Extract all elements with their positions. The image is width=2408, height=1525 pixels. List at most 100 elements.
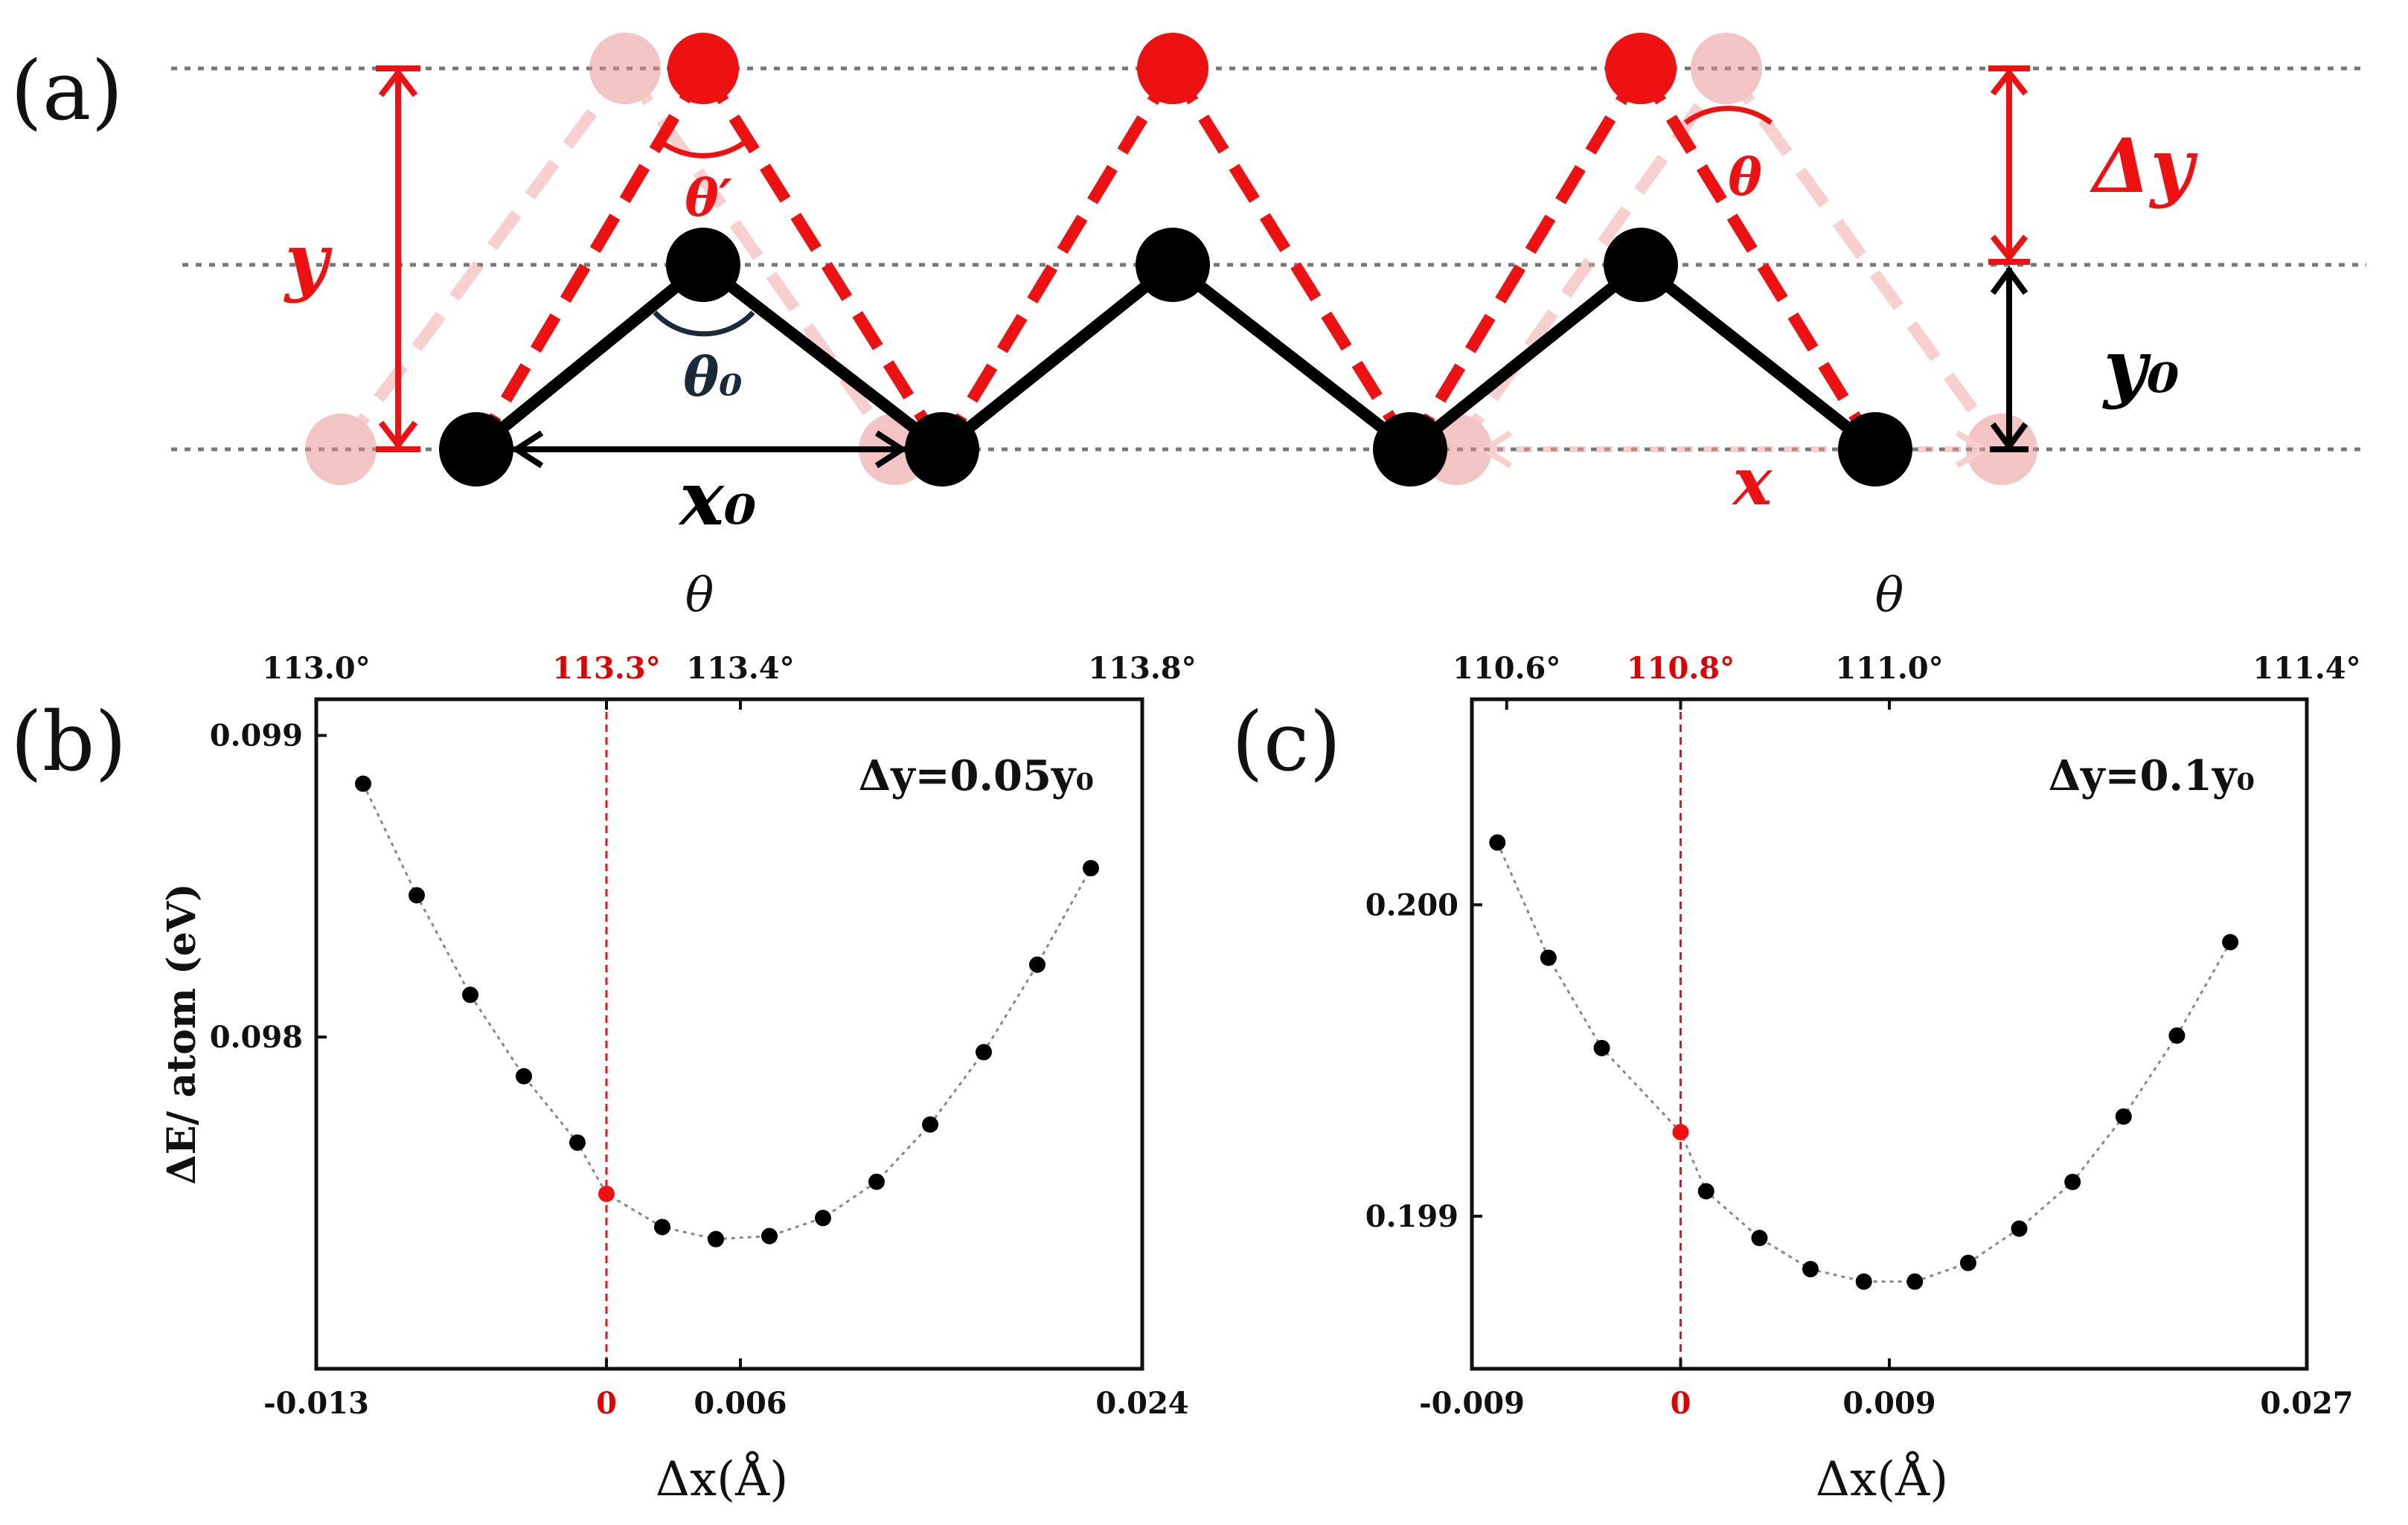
data-point [569, 1134, 586, 1151]
data-point [1751, 1230, 1768, 1247]
theta0-arc [653, 310, 755, 337]
faded-atom [305, 414, 377, 485]
x-arrow-right-head [1955, 430, 1989, 469]
chart-c: (c) -0.009 0 0.009 0.027 110.6° 110.8° 111.0° 11… [1232, 568, 2361, 1507]
top-tick-label: 110.8° [1627, 651, 1735, 686]
red-bond [698, 65, 947, 453]
data-point [1802, 1261, 1819, 1278]
x-tick-label: 0.024 [1095, 1386, 1188, 1421]
data-point [1855, 1273, 1872, 1290]
black-atom [1373, 412, 1447, 487]
data-point [1083, 860, 1099, 877]
panel-a-schematic: (a) [10, 33, 2366, 542]
top-tick-label: 111.4° [2252, 651, 2360, 686]
x-tick-label: -0.013 [263, 1386, 369, 1421]
top-axis-title: θ [1875, 568, 1904, 623]
top-tick-label: 113.4° [686, 651, 794, 686]
data-point [1029, 956, 1046, 973]
theta-arc [1683, 106, 1773, 125]
data-point [2011, 1220, 2028, 1237]
data-point [2168, 1027, 2186, 1044]
data-point [355, 775, 371, 792]
red-atom [667, 33, 739, 104]
panel-label: (c) [1232, 694, 1341, 789]
data-point [1697, 1183, 1714, 1200]
label-x0: x₀ [678, 455, 756, 542]
top-tick-label: 113.3° [552, 651, 660, 686]
data-point [868, 1173, 885, 1190]
label-y0: y₀ [2102, 323, 2180, 411]
x-arrow-left-head [1479, 430, 1513, 469]
panel-label: (b) [10, 694, 127, 789]
highlight-point [1672, 1123, 1689, 1140]
top-tick-label: 113.8° [1088, 651, 1196, 686]
y-tick-label: 0.098 [210, 1020, 303, 1055]
data-point [2115, 1108, 2132, 1125]
top-tick-label: 111.0° [1835, 651, 1943, 686]
label-y: y [284, 216, 333, 304]
red-bond [937, 65, 1178, 453]
red-bond [1405, 65, 1646, 453]
x-axis-label: Δx(Å) [1816, 1451, 1948, 1507]
label-theta-prime: θ′ [685, 169, 731, 228]
red-bond [471, 65, 708, 453]
y-tick-label: 0.199 [1365, 1199, 1458, 1234]
delta-y-head-top [1990, 68, 2028, 96]
black-atom [905, 412, 979, 487]
red-bond [1636, 65, 1880, 453]
data-point [654, 1219, 670, 1236]
data-point [1593, 1039, 1610, 1056]
delta-y-annotation: Δy=0.1y₀ [2049, 751, 2255, 800]
x-tick-label: 0.027 [2260, 1386, 2353, 1421]
data-point [708, 1230, 724, 1248]
theta-prime-arc [656, 138, 750, 158]
data-point [409, 887, 425, 904]
black-atom [439, 412, 513, 487]
y-axis-label: ΔE/ atom (eV) [159, 883, 205, 1184]
label-theta0: θ₀ [683, 345, 743, 408]
top-tick-label: 113.0° [262, 651, 370, 686]
data-point [2222, 934, 2239, 951]
x-tick-label: 0.006 [694, 1386, 787, 1421]
panel-a-label: (a) [10, 43, 123, 138]
data-point [1906, 1273, 1924, 1290]
data-point [1540, 949, 1557, 966]
faded-bond [336, 65, 630, 453]
label-theta: θ [1728, 148, 1762, 208]
x-tick-label: 0 [596, 1386, 617, 1421]
black-atom [666, 228, 740, 302]
y-arrow-head-bottom [378, 420, 418, 450]
x0-head-right [874, 430, 908, 469]
top-axis-title: θ [685, 568, 714, 623]
black-atom [1604, 228, 1678, 302]
red-chain [471, 33, 1880, 453]
delta-y-head-bottom [1990, 234, 2028, 263]
highlight-point [598, 1185, 615, 1202]
data-point [516, 1068, 532, 1085]
red-bond [1168, 65, 1415, 453]
red-atom [1137, 33, 1208, 104]
x0-head-left [510, 430, 544, 469]
data-point [462, 986, 478, 1004]
data-point [815, 1210, 831, 1227]
label-delta-y: Δy [2089, 122, 2198, 210]
data-point [1489, 834, 1506, 851]
data-point [1959, 1254, 1976, 1271]
faded-bond [1451, 65, 1732, 453]
top-tick-label: 110.6° [1453, 651, 1560, 686]
faded-atom [589, 33, 661, 104]
trend-line [362, 783, 1092, 1241]
x-tick-label: 0.009 [1842, 1386, 1935, 1421]
y-tick-label: 0.200 [1365, 887, 1458, 922]
y0-head-top [1990, 266, 2028, 295]
black-chain [439, 228, 1912, 487]
y-tick-label: 0.099 [210, 719, 303, 754]
black-atom [1136, 228, 1210, 302]
data-point [976, 1044, 992, 1061]
x-axis-label: Δx(Å) [656, 1451, 788, 1507]
faded-bond [1721, 65, 2007, 453]
data-point [2064, 1173, 2081, 1190]
x-tick-label: 0 [1671, 1386, 1691, 1421]
delta-y-annotation: Δy=0.05y₀ [859, 751, 1094, 800]
